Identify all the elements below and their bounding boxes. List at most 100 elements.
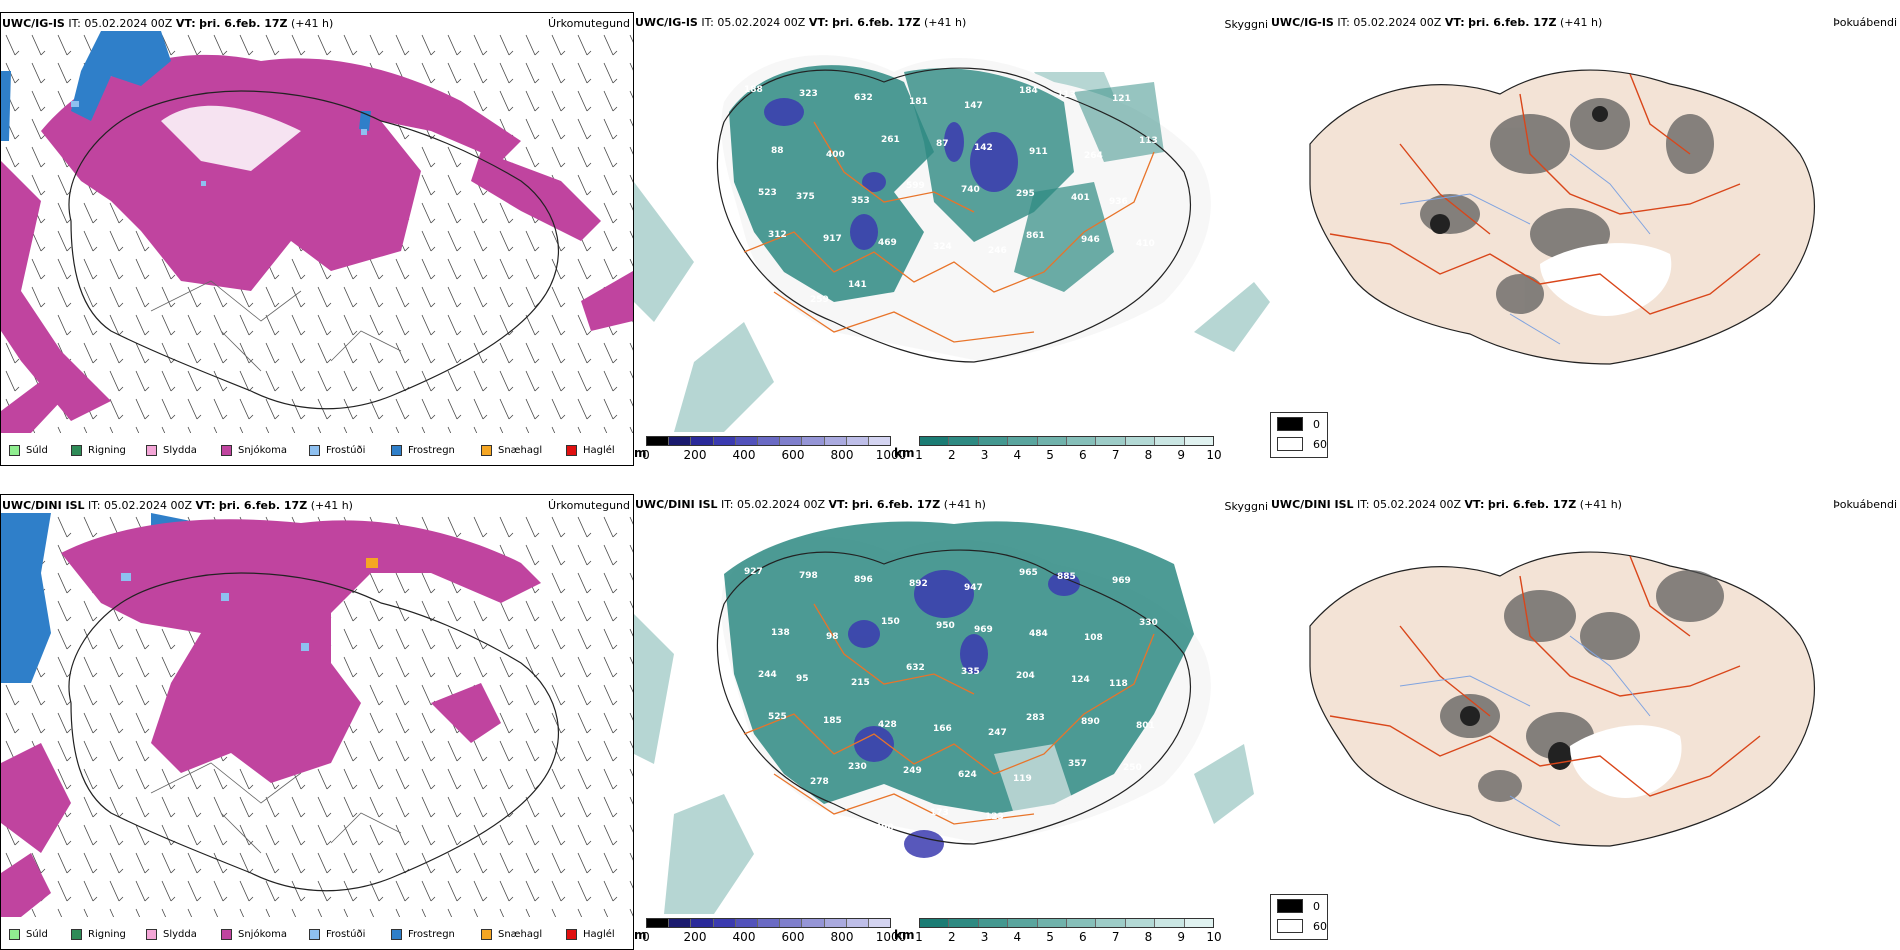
legend-item: Frostúði [309, 445, 365, 456]
cloud-base-label: 119 [1013, 774, 1032, 784]
scale-cell [824, 919, 847, 927]
cloud-map-svg: 188 323 632 181 147 184 113 121 88 400 261 87 142 911… [634, 55, 1270, 432]
scale-tick-label: 400 [732, 448, 756, 462]
scale-cell [757, 919, 781, 927]
cloud-map-svg: 927 798 896 892 947 965 885 969 138 98 150 950 969 48… [634, 521, 1254, 914]
panel-header: UWC/IG-IS IT: 05.02.2024 00Z VT: þri. 6.… [1270, 12, 1900, 32]
cloud-base-label: 969 [974, 625, 993, 635]
scale-tick-label: 1 [915, 930, 923, 944]
fog-map[interactable] [1270, 34, 1900, 434]
cloud-base-label: 896 [854, 575, 873, 585]
cloud-base-label: 141 [848, 280, 867, 290]
cloud-base-label: 197 [755, 773, 774, 783]
scale-cell [802, 919, 825, 927]
model-name: UWC/IG-IS [1271, 16, 1334, 29]
fog-panel-ig: 0 60 UWC/IG-IS IT: 05.02.2024 00Z VT: þr… [1270, 12, 1900, 466]
scale-cell [1037, 437, 1068, 445]
cloud-base-label: 260 [820, 819, 839, 829]
model-name: UWC/DINI ISL [2, 499, 85, 512]
cloud-base-label: 95 [796, 674, 809, 684]
scale-cell [669, 437, 692, 445]
cloud-base-label: 278 [810, 777, 829, 787]
cloud-base-label: 142 [974, 143, 993, 153]
scale-tick-label: 10 [1206, 448, 1222, 462]
cloud-base-label: 230 [848, 762, 867, 772]
cloud-map[interactable]: 927 798 896 892 947 965 885 969 138 98 150 950 969 48… [634, 514, 1270, 914]
legend-item: Frostregn [391, 445, 455, 456]
fog-map[interactable] [1270, 516, 1900, 916]
cloud-base-label: 335 [961, 667, 980, 677]
cloud-base-label: 166 [933, 724, 952, 734]
scale-tick-label: 4 [1013, 930, 1022, 944]
cloud-base-label: 357 [1068, 759, 1087, 769]
cloud-base-label: 969 [1112, 576, 1131, 586]
cloud-map[interactable]: 188 323 632 181 147 184 113 121 88 400 261 87 142 911… [634, 32, 1270, 432]
scale-cell [978, 437, 1009, 445]
cloud-base-label: 123 [985, 812, 1004, 822]
scale-cell [691, 437, 714, 445]
cloud-base-label: 936 [1109, 197, 1128, 207]
cloud-base-label: 484 [1029, 629, 1048, 639]
cloud-base-label: 98 [826, 632, 839, 642]
cloud-base-label: 798 [799, 571, 818, 581]
cloud-base-label: 249 [903, 766, 922, 776]
precip-map-svg [1, 513, 633, 917]
scale-cell [1008, 437, 1038, 445]
scale-tick-label: 9 [1177, 448, 1186, 462]
cloud-base-label: 375 [796, 192, 815, 202]
scale-cell [868, 437, 891, 445]
precip-panel-ig: UWC/IG-IS IT: 05.02.2024 00Z VT: þri. 6.… [0, 12, 634, 466]
precip-map[interactable] [1, 513, 633, 917]
cloud-base-label: 87 [936, 139, 949, 149]
cloud-base-label: 401 [1071, 193, 1090, 203]
scale-cell [920, 919, 950, 927]
scale-cell [647, 437, 670, 445]
scale-cell [1067, 437, 1097, 445]
cloud-base-label: 215 [851, 678, 870, 688]
fog-legend: 0 60 [1270, 894, 1328, 940]
cloud-base-label: 247 [988, 728, 1007, 738]
cloud-base-label: 525 [768, 712, 787, 722]
scale-cell [824, 437, 847, 445]
cloud-base-label: 632 [854, 93, 873, 103]
precip-legend: Súld Rigning Slydda Snjókoma Frostúði Fr… [1, 919, 633, 949]
cloud-base-label: 185 [823, 716, 842, 726]
cloud-base-label: 121 [1112, 94, 1131, 104]
panel-title: Skyggni [1224, 18, 1268, 31]
cloud-base-label: 246 [988, 246, 1007, 256]
cloud-base-label: 599 [906, 181, 925, 191]
scale-cell [780, 919, 803, 927]
legend-item: Súld [9, 929, 48, 940]
cloud-base-label: 740 [961, 185, 980, 195]
scale-tick-label: 6 [1079, 930, 1087, 944]
cloud-base-label: 138 [771, 628, 790, 638]
scale-cell [713, 919, 736, 927]
cloud-base-label: 88 [771, 146, 784, 156]
cloud-height-scale: 0 200 400 600 800 1000 [642, 918, 906, 946]
precip-map[interactable] [1, 31, 633, 433]
cloud-base-label: 965 [1019, 568, 1038, 578]
scale-cell [713, 437, 736, 445]
init-time: 05.02.2024 00Z [84, 17, 173, 30]
scale-legends: m 0 200 400 600 800 1000 km 1 2 3 4 5 6 7 8 9 10 [634, 436, 1270, 466]
panel-title: Þokuábendi [1833, 16, 1897, 29]
scale-tick-label: 800 [830, 448, 854, 462]
fog-map-svg [1309, 69, 1815, 365]
scale-cell [1155, 437, 1185, 445]
panel-header: UWC/IG-IS IT: 05.02.2024 00Z VT: þri. 6.… [634, 12, 1270, 32]
cloud-base-label: 400 [826, 150, 845, 160]
scale-tick-label: 600 [781, 930, 805, 944]
cloud-height-scale: 0 200 400 600 800 1000 [642, 436, 906, 464]
scale-tick-label: 4 [1013, 448, 1022, 462]
scale-tick-label: 3 [980, 448, 989, 462]
scale-cell [757, 437, 781, 445]
scale-cell [949, 437, 979, 445]
cloud-base-label: 184 [1019, 86, 1038, 96]
scale-cell [802, 437, 825, 445]
scale-cell [920, 437, 950, 445]
legend-item: Snjókoma [221, 445, 287, 456]
model-name: UWC/IG-IS [635, 16, 698, 29]
scale-tick-label: 3 [980, 930, 989, 944]
vis-unit: km [894, 446, 915, 460]
scale-cell [978, 919, 1009, 927]
